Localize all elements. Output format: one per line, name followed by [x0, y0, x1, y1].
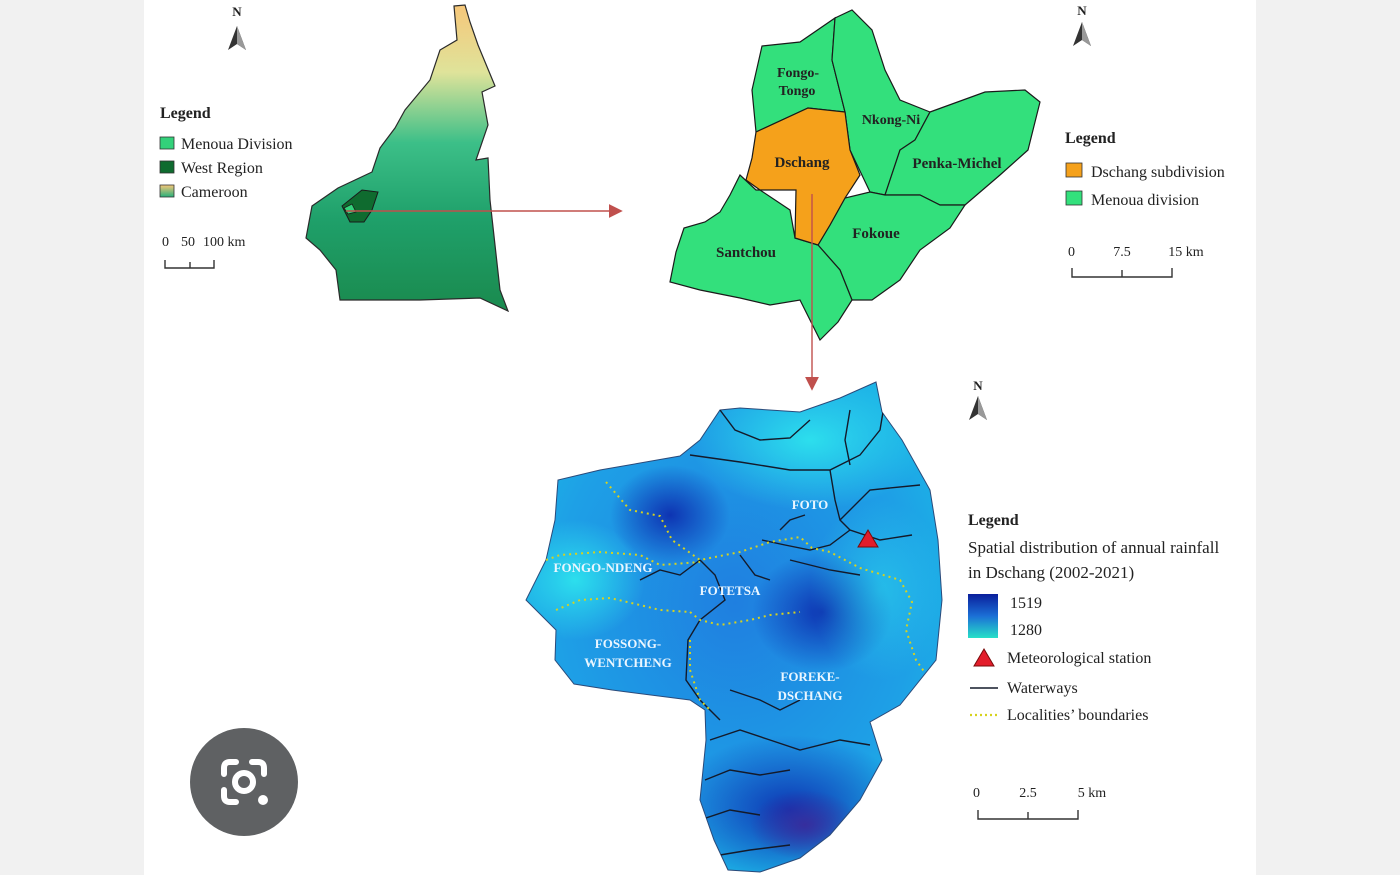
legend-subtitle-1: Spatial distribution of annual rainfall	[968, 538, 1219, 557]
scale-label-5: 5 km	[1078, 786, 1107, 801]
legend-subtitle-2: in Dschang (2002-2021)	[968, 563, 1134, 582]
scale-label-15: 15 km	[1168, 245, 1204, 260]
legend-title: Legend	[1065, 130, 1116, 147]
place-santchou: Santchou	[716, 245, 776, 261]
legend-title: Legend	[968, 512, 1019, 529]
localities-boundaries	[545, 481, 931, 711]
rainfall-max-label: 1519	[1010, 595, 1042, 612]
north-arrow-icon	[969, 396, 987, 420]
menoua-map	[669, 9, 1041, 342]
locality-dschang: DSCHANG	[777, 688, 842, 703]
legend-item-menoua: Menoua division	[1091, 192, 1199, 209]
scale-label-7-5: 7.5	[1113, 245, 1131, 260]
place-penka-michel: Penka-Michel	[912, 156, 1001, 172]
north-arrow-icon	[1073, 22, 1091, 46]
waterways	[639, 399, 921, 856]
scale-label-2-5: 2.5	[1019, 786, 1037, 801]
scale-label-0: 0	[973, 786, 980, 801]
legend-item-cameroon: Cameroon	[181, 184, 248, 201]
scale-bar	[164, 260, 215, 269]
meteorological-station-icon	[857, 529, 879, 548]
legend-swatch-cameroon	[159, 184, 175, 198]
locality-fongo-ndeng: FONGO-NDENG	[554, 560, 653, 575]
north-label: N	[1077, 3, 1087, 18]
scale-bar	[977, 810, 1079, 820]
place-dschang: Dschang	[774, 155, 830, 171]
place-nkong-ni: Nkong-Ni	[862, 113, 920, 128]
place-fongo: Fongo-	[777, 66, 819, 81]
cameroon-map	[305, 4, 510, 313]
north-label: N	[973, 378, 983, 393]
legend-swatch-dschang	[1065, 162, 1083, 178]
west-region-shape	[341, 189, 379, 223]
cameroon-shape	[305, 4, 510, 313]
north-arrow-icon	[228, 26, 246, 50]
north-label: N	[232, 4, 242, 19]
scale-label-0: 0	[1068, 245, 1075, 260]
place-fokoue: Fokoue	[852, 226, 900, 242]
place-tongo: Tongo	[779, 84, 816, 99]
legend-item-west: West Region	[181, 160, 263, 177]
scale-bar	[1071, 268, 1173, 278]
legend-item-boundaries: Localities’ boundaries	[1007, 707, 1148, 724]
legend-item-menoua: Menoua Division	[181, 136, 293, 153]
locality-fotetsa: FOTETSA	[700, 583, 761, 598]
legend-title: Legend	[160, 105, 211, 122]
legend-item-waterways: Waterways	[1007, 680, 1078, 697]
locality-foreke: FOREKE-	[780, 669, 839, 684]
legend-swatch-menoua	[1065, 190, 1083, 206]
legend-swatch-west	[159, 160, 175, 174]
lens-search-button[interactable]	[190, 728, 298, 836]
rainfall-min-label: 1280	[1010, 622, 1042, 639]
locality-foto: FOTO	[792, 497, 829, 512]
legend-item-dschang: Dschang subdivision	[1091, 164, 1225, 181]
rainfall-color-ramp	[968, 594, 998, 638]
legend-swatch-menoua	[159, 136, 175, 150]
locality-fossong: FOSSONG-	[595, 636, 661, 651]
locality-wentcheng: WENTCHENG	[584, 655, 671, 670]
lens-search-icon	[221, 759, 268, 805]
scale-label-50: 50	[181, 235, 195, 250]
dschang-region	[745, 107, 861, 246]
dschang-rainfall-map	[525, 381, 943, 873]
station-legend-icon	[973, 648, 995, 667]
legend-item-station: Meteorological station	[1007, 650, 1151, 667]
figure-panel	[144, 0, 1256, 875]
scale-label-0: 0	[162, 235, 169, 250]
scale-label-100: 100 km	[203, 235, 246, 250]
